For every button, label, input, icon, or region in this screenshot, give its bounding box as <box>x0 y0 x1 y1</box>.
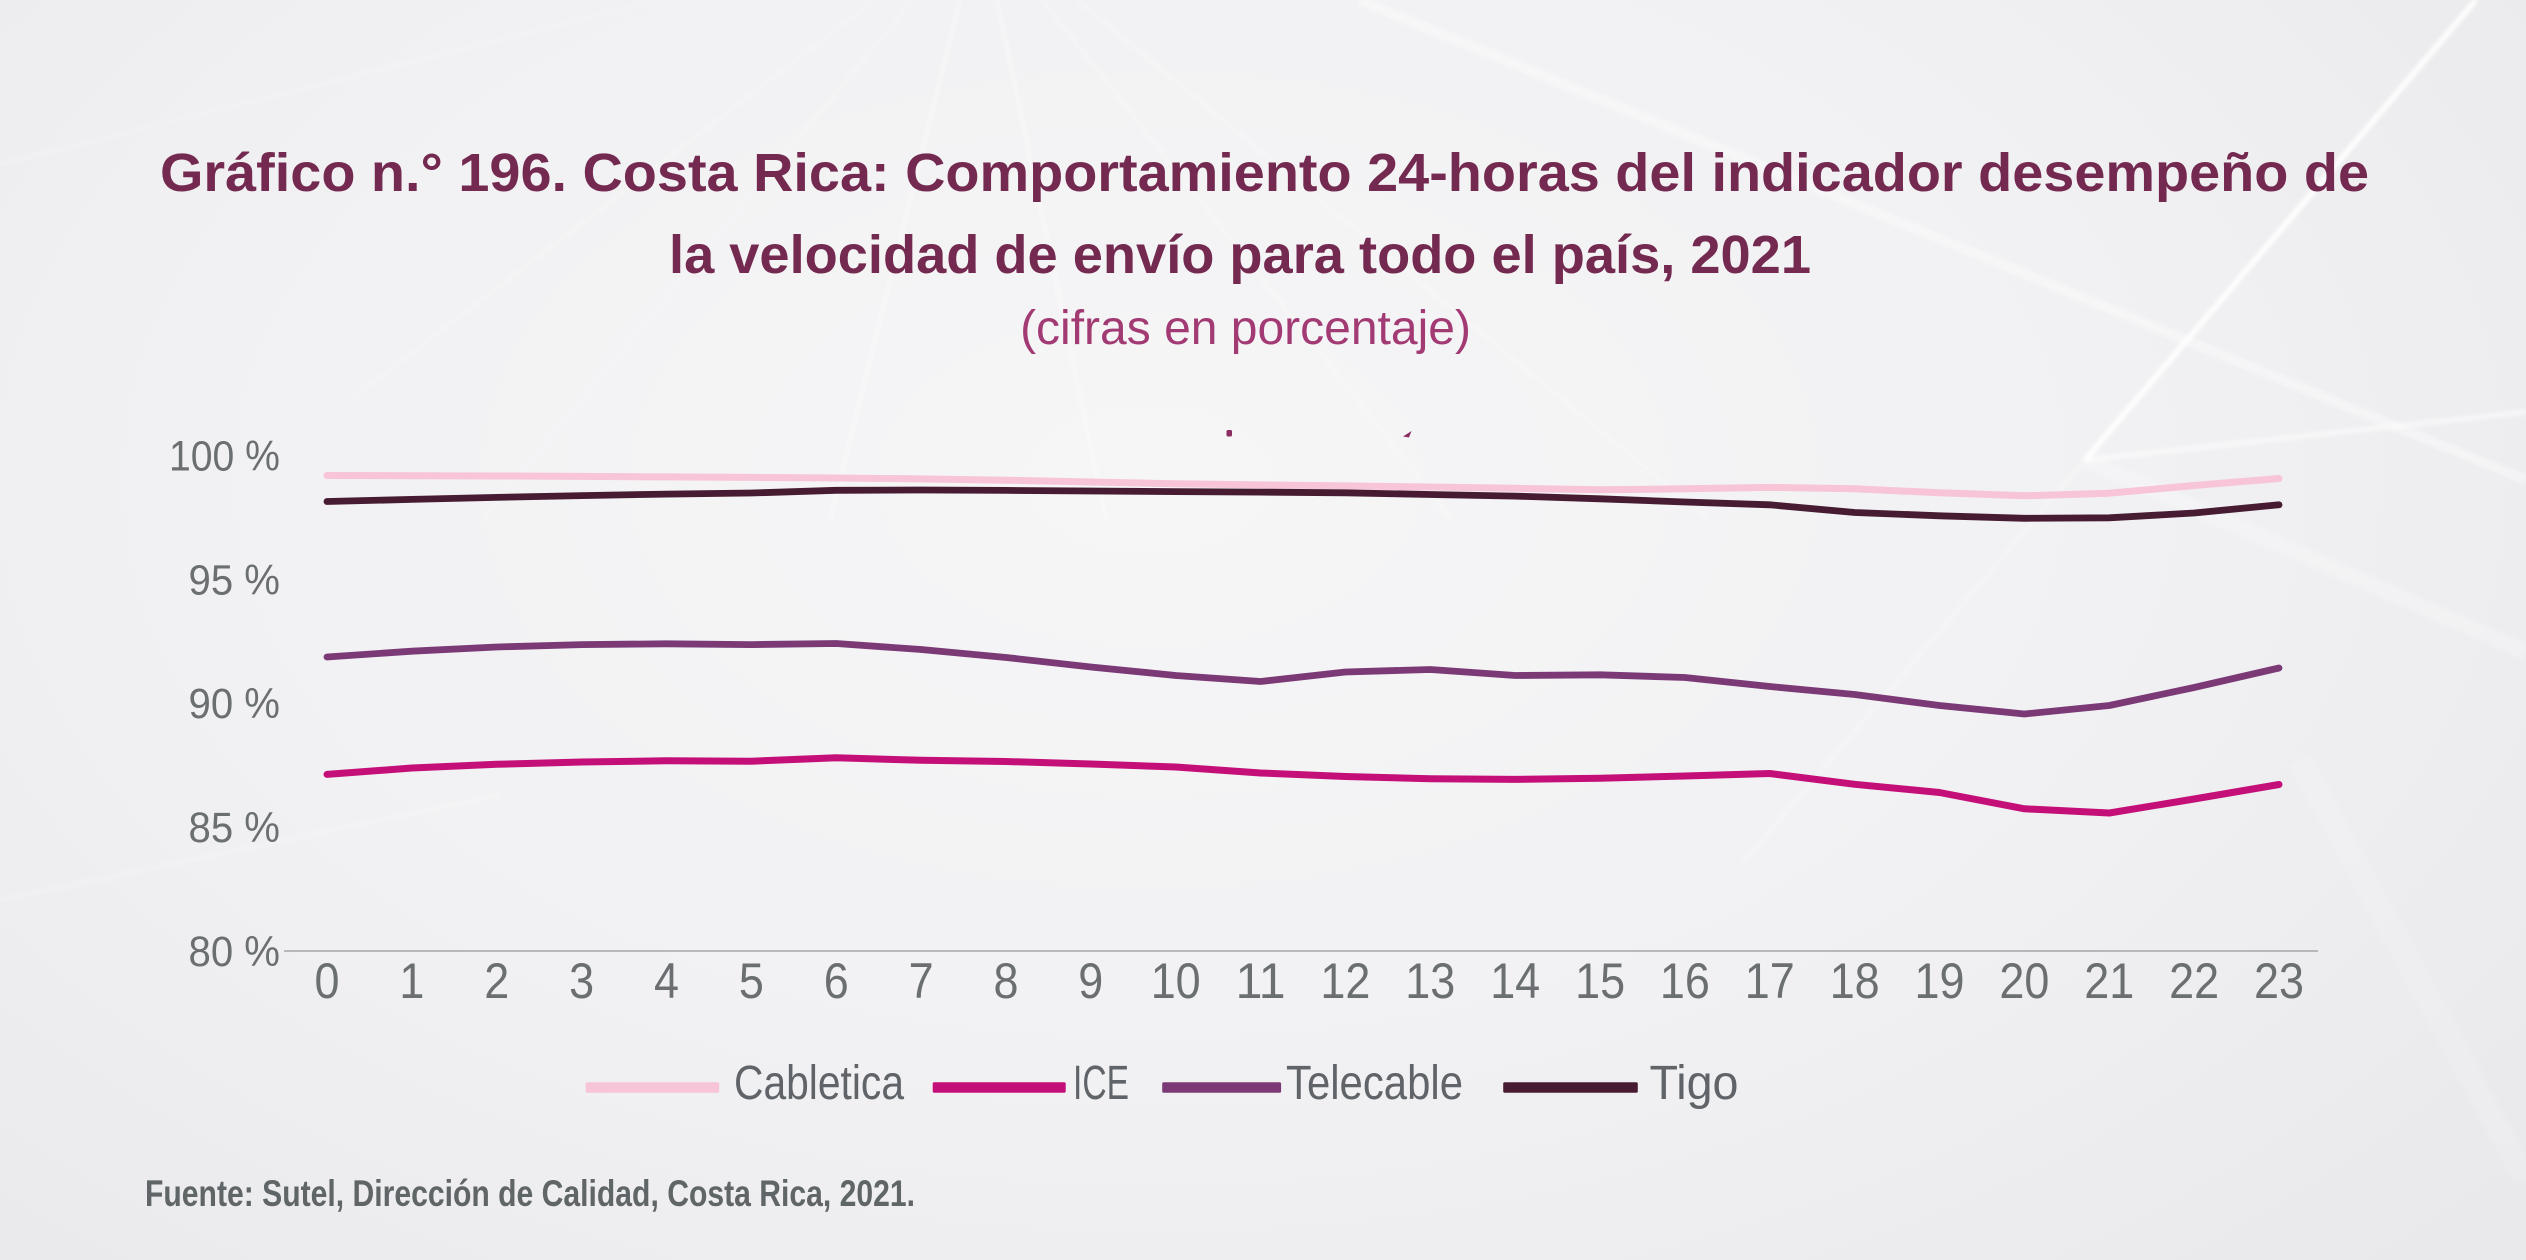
svg-text:90 %: 90 % <box>189 681 281 728</box>
svg-text:(cifras en porcentaje): (cifras en porcentaje) <box>1020 302 1471 355</box>
svg-text:13: 13 <box>1405 953 1455 1009</box>
svg-text:18: 18 <box>1830 953 1880 1009</box>
svg-text:100 %: 100 % <box>169 434 280 481</box>
svg-text:Tigo: Tigo <box>1650 1057 1739 1110</box>
svg-text:5: 5 <box>739 953 764 1009</box>
svg-text:2: 2 <box>484 953 509 1009</box>
svg-text:15: 15 <box>1575 953 1625 1009</box>
svg-text:20: 20 <box>1999 953 2049 1009</box>
svg-text:Telecable: Telecable <box>1286 1057 1463 1110</box>
svg-text:8: 8 <box>994 953 1019 1009</box>
svg-text:6: 6 <box>824 953 849 1009</box>
svg-text:9: 9 <box>1078 953 1103 1009</box>
svg-text:23: 23 <box>2254 953 2304 1009</box>
svg-text:7: 7 <box>909 953 934 1009</box>
svg-text:1: 1 <box>399 953 424 1009</box>
svg-text:10: 10 <box>1151 953 1201 1009</box>
svg-text:11: 11 <box>1236 953 1286 1009</box>
svg-text:4: 4 <box>654 953 679 1009</box>
svg-text:95 %: 95 % <box>189 557 281 604</box>
svg-text:Cabletica: Cabletica <box>734 1057 904 1110</box>
svg-text:16: 16 <box>1660 953 1710 1009</box>
svg-text:12: 12 <box>1320 953 1370 1009</box>
svg-text:80 %: 80 % <box>189 929 281 976</box>
svg-text:Fuente: Sutel, Dirección de Ca: Fuente: Sutel, Dirección de Calidad, Cos… <box>145 1173 915 1214</box>
svg-text:14: 14 <box>1490 953 1540 1009</box>
svg-text:ICE: ICE <box>1073 1057 1129 1110</box>
svg-text:la velocidad de envío para tod: la velocidad de envío para todo el país,… <box>669 225 1811 285</box>
svg-text:0: 0 <box>315 953 340 1009</box>
svg-text:3: 3 <box>569 953 594 1009</box>
svg-text:17: 17 <box>1745 953 1795 1009</box>
svg-text:85 %: 85 % <box>189 805 281 852</box>
svg-text:Gráfico n.° 196. Costa Rica: C: Gráfico n.° 196. Costa Rica: Comportamie… <box>160 143 2369 203</box>
svg-text:19: 19 <box>1915 953 1965 1009</box>
svg-text:21: 21 <box>2084 953 2134 1009</box>
svg-text:22: 22 <box>2169 953 2219 1009</box>
